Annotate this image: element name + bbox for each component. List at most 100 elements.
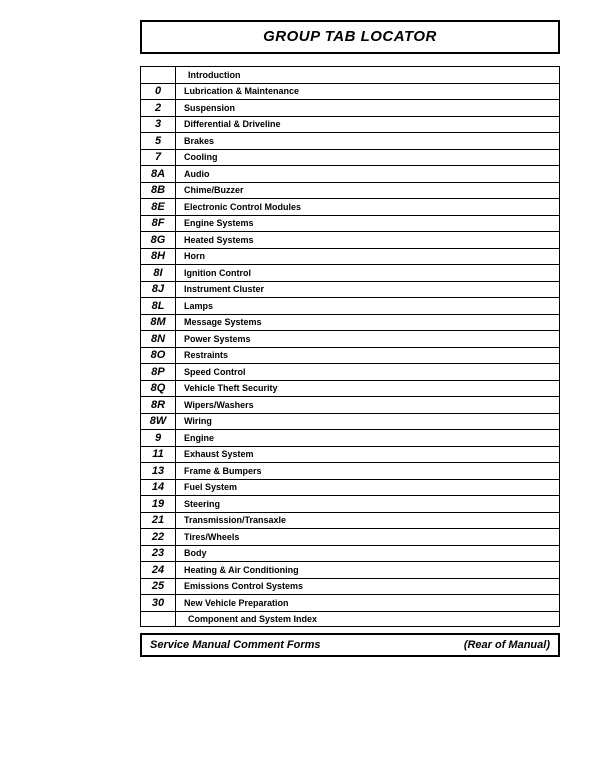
group-code: 8Q	[140, 381, 176, 397]
group-code: 8L	[140, 298, 176, 314]
group-label: Exhaust System	[176, 447, 560, 463]
table-row: 23Body	[140, 545, 560, 562]
group-code: 13	[140, 463, 176, 479]
group-code: 0	[140, 84, 176, 100]
group-label: Cooling	[176, 150, 560, 166]
group-code: 23	[140, 546, 176, 562]
table-row: 3Differential & Driveline	[140, 116, 560, 133]
table-row: 11Exhaust System	[140, 446, 560, 463]
group-code: 8B	[140, 183, 176, 199]
group-label: Speed Control	[176, 364, 560, 380]
group-label: Differential & Driveline	[176, 117, 560, 133]
group-label: Electronic Control Modules	[176, 199, 560, 215]
group-code: 8G	[140, 232, 176, 248]
table-row: 8ORestraints	[140, 347, 560, 364]
group-code: 8J	[140, 282, 176, 298]
group-code: 21	[140, 513, 176, 529]
table-row: 8RWipers/Washers	[140, 396, 560, 413]
table-row: 8MMessage Systems	[140, 314, 560, 331]
footer-box: Service Manual Comment Forms (Rear of Ma…	[140, 633, 560, 657]
group-label: Instrument Cluster	[176, 282, 560, 298]
table-row: 8JInstrument Cluster	[140, 281, 560, 298]
group-code: 8F	[140, 216, 176, 232]
group-code: 8P	[140, 364, 176, 380]
group-label: Horn	[176, 249, 560, 265]
group-label: Wiring	[176, 414, 560, 430]
group-code: 22	[140, 529, 176, 545]
group-label: New Vehicle Preparation	[176, 595, 560, 611]
group-code	[140, 612, 176, 627]
group-label: Tires/Wheels	[176, 529, 560, 545]
table-row: 0Lubrication & Maintenance	[140, 83, 560, 100]
group-label: Chime/Buzzer	[176, 183, 560, 199]
page-title: GROUP TAB LOCATOR	[263, 28, 437, 45]
group-label: Lubrication & Maintenance	[176, 84, 560, 100]
table-row: 2Suspension	[140, 99, 560, 116]
table-row: 25Emissions Control Systems	[140, 578, 560, 595]
group-code: 9	[140, 430, 176, 446]
table-row: 13Frame & Bumpers	[140, 462, 560, 479]
group-label: Fuel System	[176, 480, 560, 496]
table-row: 8BChime/Buzzer	[140, 182, 560, 199]
table-row: 21Transmission/Transaxle	[140, 512, 560, 529]
group-code: 19	[140, 496, 176, 512]
table-row: 8LLamps	[140, 297, 560, 314]
table-row: 7Cooling	[140, 149, 560, 166]
group-code: 8E	[140, 199, 176, 215]
group-code: 8I	[140, 265, 176, 281]
group-code: 8A	[140, 166, 176, 182]
group-label: Engine Systems	[176, 216, 560, 232]
group-code: 8N	[140, 331, 176, 347]
group-code	[140, 67, 176, 83]
table-row: Introduction	[140, 66, 560, 83]
table-row: 8EElectronic Control Modules	[140, 198, 560, 215]
group-label: Transmission/Transaxle	[176, 513, 560, 529]
group-label: Suspension	[176, 100, 560, 116]
table-row: 14Fuel System	[140, 479, 560, 496]
table-row: Component and System Index	[140, 611, 560, 628]
table-row: 8HHorn	[140, 248, 560, 265]
group-label: Body	[176, 546, 560, 562]
group-label: Lamps	[176, 298, 560, 314]
table-row: 8NPower Systems	[140, 330, 560, 347]
group-code: 24	[140, 562, 176, 578]
group-label: Component and System Index	[176, 612, 560, 627]
table-row: 8WWiring	[140, 413, 560, 430]
group-code: 14	[140, 480, 176, 496]
table-row: 9Engine	[140, 429, 560, 446]
table-row: 24Heating & Air Conditioning	[140, 561, 560, 578]
group-code: 8W	[140, 414, 176, 430]
group-label: Heated Systems	[176, 232, 560, 248]
group-label: Brakes	[176, 133, 560, 149]
table-row: 22Tires/Wheels	[140, 528, 560, 545]
locator-table: Introduction0Lubrication & Maintenance2S…	[140, 66, 560, 627]
group-label: Introduction	[176, 67, 560, 83]
footer-left: Service Manual Comment Forms	[150, 639, 321, 651]
title-box: GROUP TAB LOCATOR	[140, 20, 560, 54]
group-label: Emissions Control Systems	[176, 579, 560, 595]
group-code: 11	[140, 447, 176, 463]
group-code: 8H	[140, 249, 176, 265]
table-row: 19Steering	[140, 495, 560, 512]
table-row: 5Brakes	[140, 132, 560, 149]
group-label: Power Systems	[176, 331, 560, 347]
table-row: 8QVehicle Theft Security	[140, 380, 560, 397]
group-code: 3	[140, 117, 176, 133]
group-code: 8M	[140, 315, 176, 331]
group-label: Message Systems	[176, 315, 560, 331]
table-row: 8IIgnition Control	[140, 264, 560, 281]
group-label: Vehicle Theft Security	[176, 381, 560, 397]
group-code: 8O	[140, 348, 176, 364]
group-label: Frame & Bumpers	[176, 463, 560, 479]
group-code: 5	[140, 133, 176, 149]
group-label: Heating & Air Conditioning	[176, 562, 560, 578]
footer-right: (Rear of Manual)	[464, 639, 550, 651]
table-row: 30New Vehicle Preparation	[140, 594, 560, 611]
group-label: Engine	[176, 430, 560, 446]
group-label: Ignition Control	[176, 265, 560, 281]
table-row: 8FEngine Systems	[140, 215, 560, 232]
group-code: 25	[140, 579, 176, 595]
group-code: 8R	[140, 397, 176, 413]
group-code: 2	[140, 100, 176, 116]
group-label: Restraints	[176, 348, 560, 364]
